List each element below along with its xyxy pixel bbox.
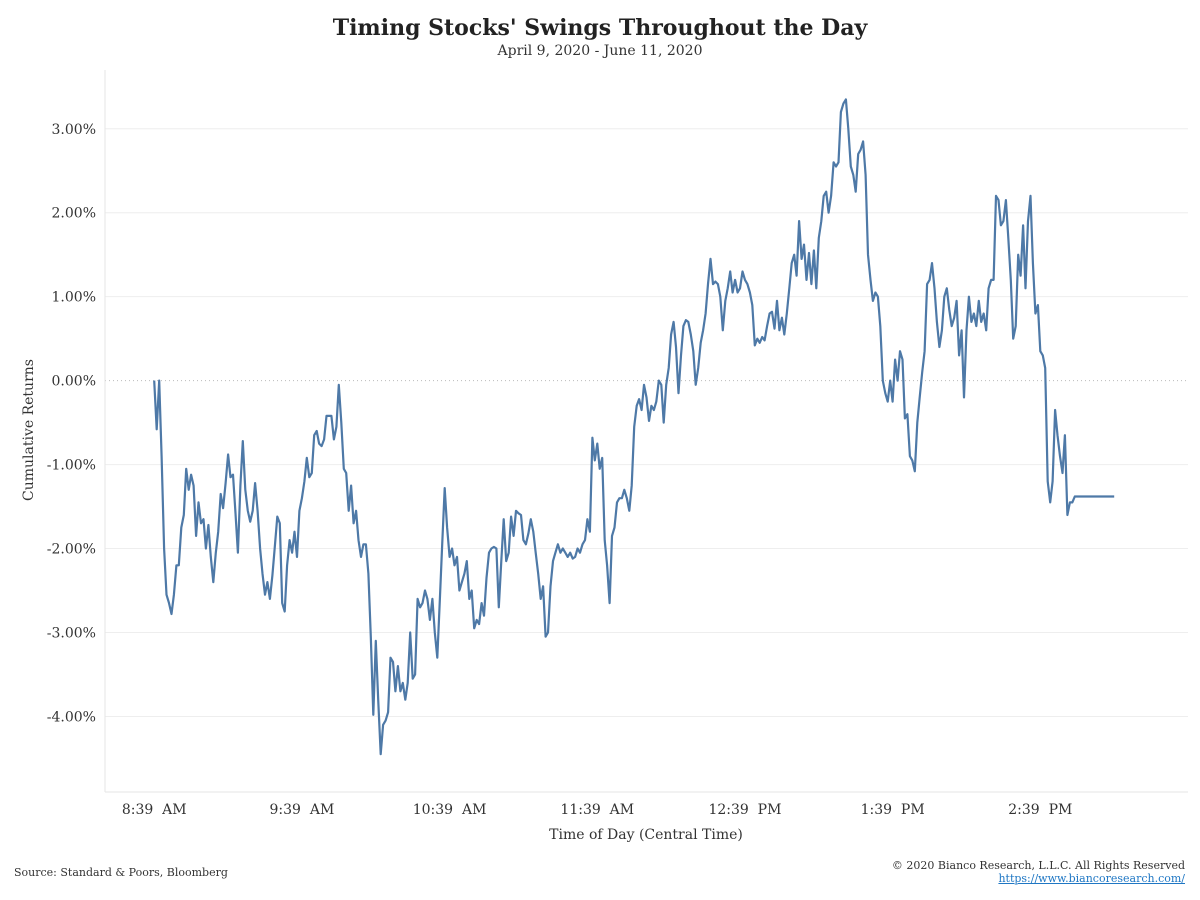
series-layer (153, 98, 1115, 756)
series-line (153, 98, 1115, 756)
y-tick-labels: 3.00% 2.00% 1.00% 0.00% -1.00% -2.00% -3.00% -4… (47, 122, 96, 726)
x-axis-label: Time of Day (Central Time) (549, 827, 743, 843)
source-note: Source: Standard & Poors, Bloomberg (14, 866, 228, 879)
x-tick-label: 11:39 AM (560, 802, 634, 818)
website-link[interactable]: https://www.biancoresearch.com/ (998, 872, 1185, 885)
y-axis-label: Cumulative Returns (21, 359, 37, 501)
y-tick-label: 1.00% (52, 290, 96, 306)
y-tick-label: 3.00% (52, 122, 96, 138)
y-tick-label: 2.00% (52, 206, 96, 222)
x-tick-labels: 8:39 AM 9:39 AM 10:39 AM 11:39 AM 12:39 PM 1:… (122, 802, 1073, 818)
y-tick-label: -2.00% (47, 542, 96, 558)
x-tick-label: 8:39 AM (122, 802, 187, 818)
y-tick-label: -4.00% (47, 709, 96, 725)
x-tick-label: 12:39 PM (708, 802, 781, 818)
copyright-note: © 2020 Bianco Research, L.L.C. All Right… (891, 859, 1185, 872)
y-tick-label: -3.00% (47, 625, 96, 641)
y-tick-label: 0.00% (52, 374, 96, 390)
gridlines (105, 128, 1188, 717)
x-tick-label: 9:39 AM (270, 802, 335, 818)
chart-title: Timing Stocks' Swings Throughout the Day (332, 15, 868, 41)
x-tick-label: 1:39 PM (861, 802, 925, 818)
y-tick-label: -1.00% (47, 458, 96, 474)
x-tick-label: 10:39 AM (413, 802, 487, 818)
x-tick-label: 2:39 PM (1008, 802, 1072, 818)
chart-subtitle: April 9, 2020 - June 11, 2020 (497, 43, 703, 59)
